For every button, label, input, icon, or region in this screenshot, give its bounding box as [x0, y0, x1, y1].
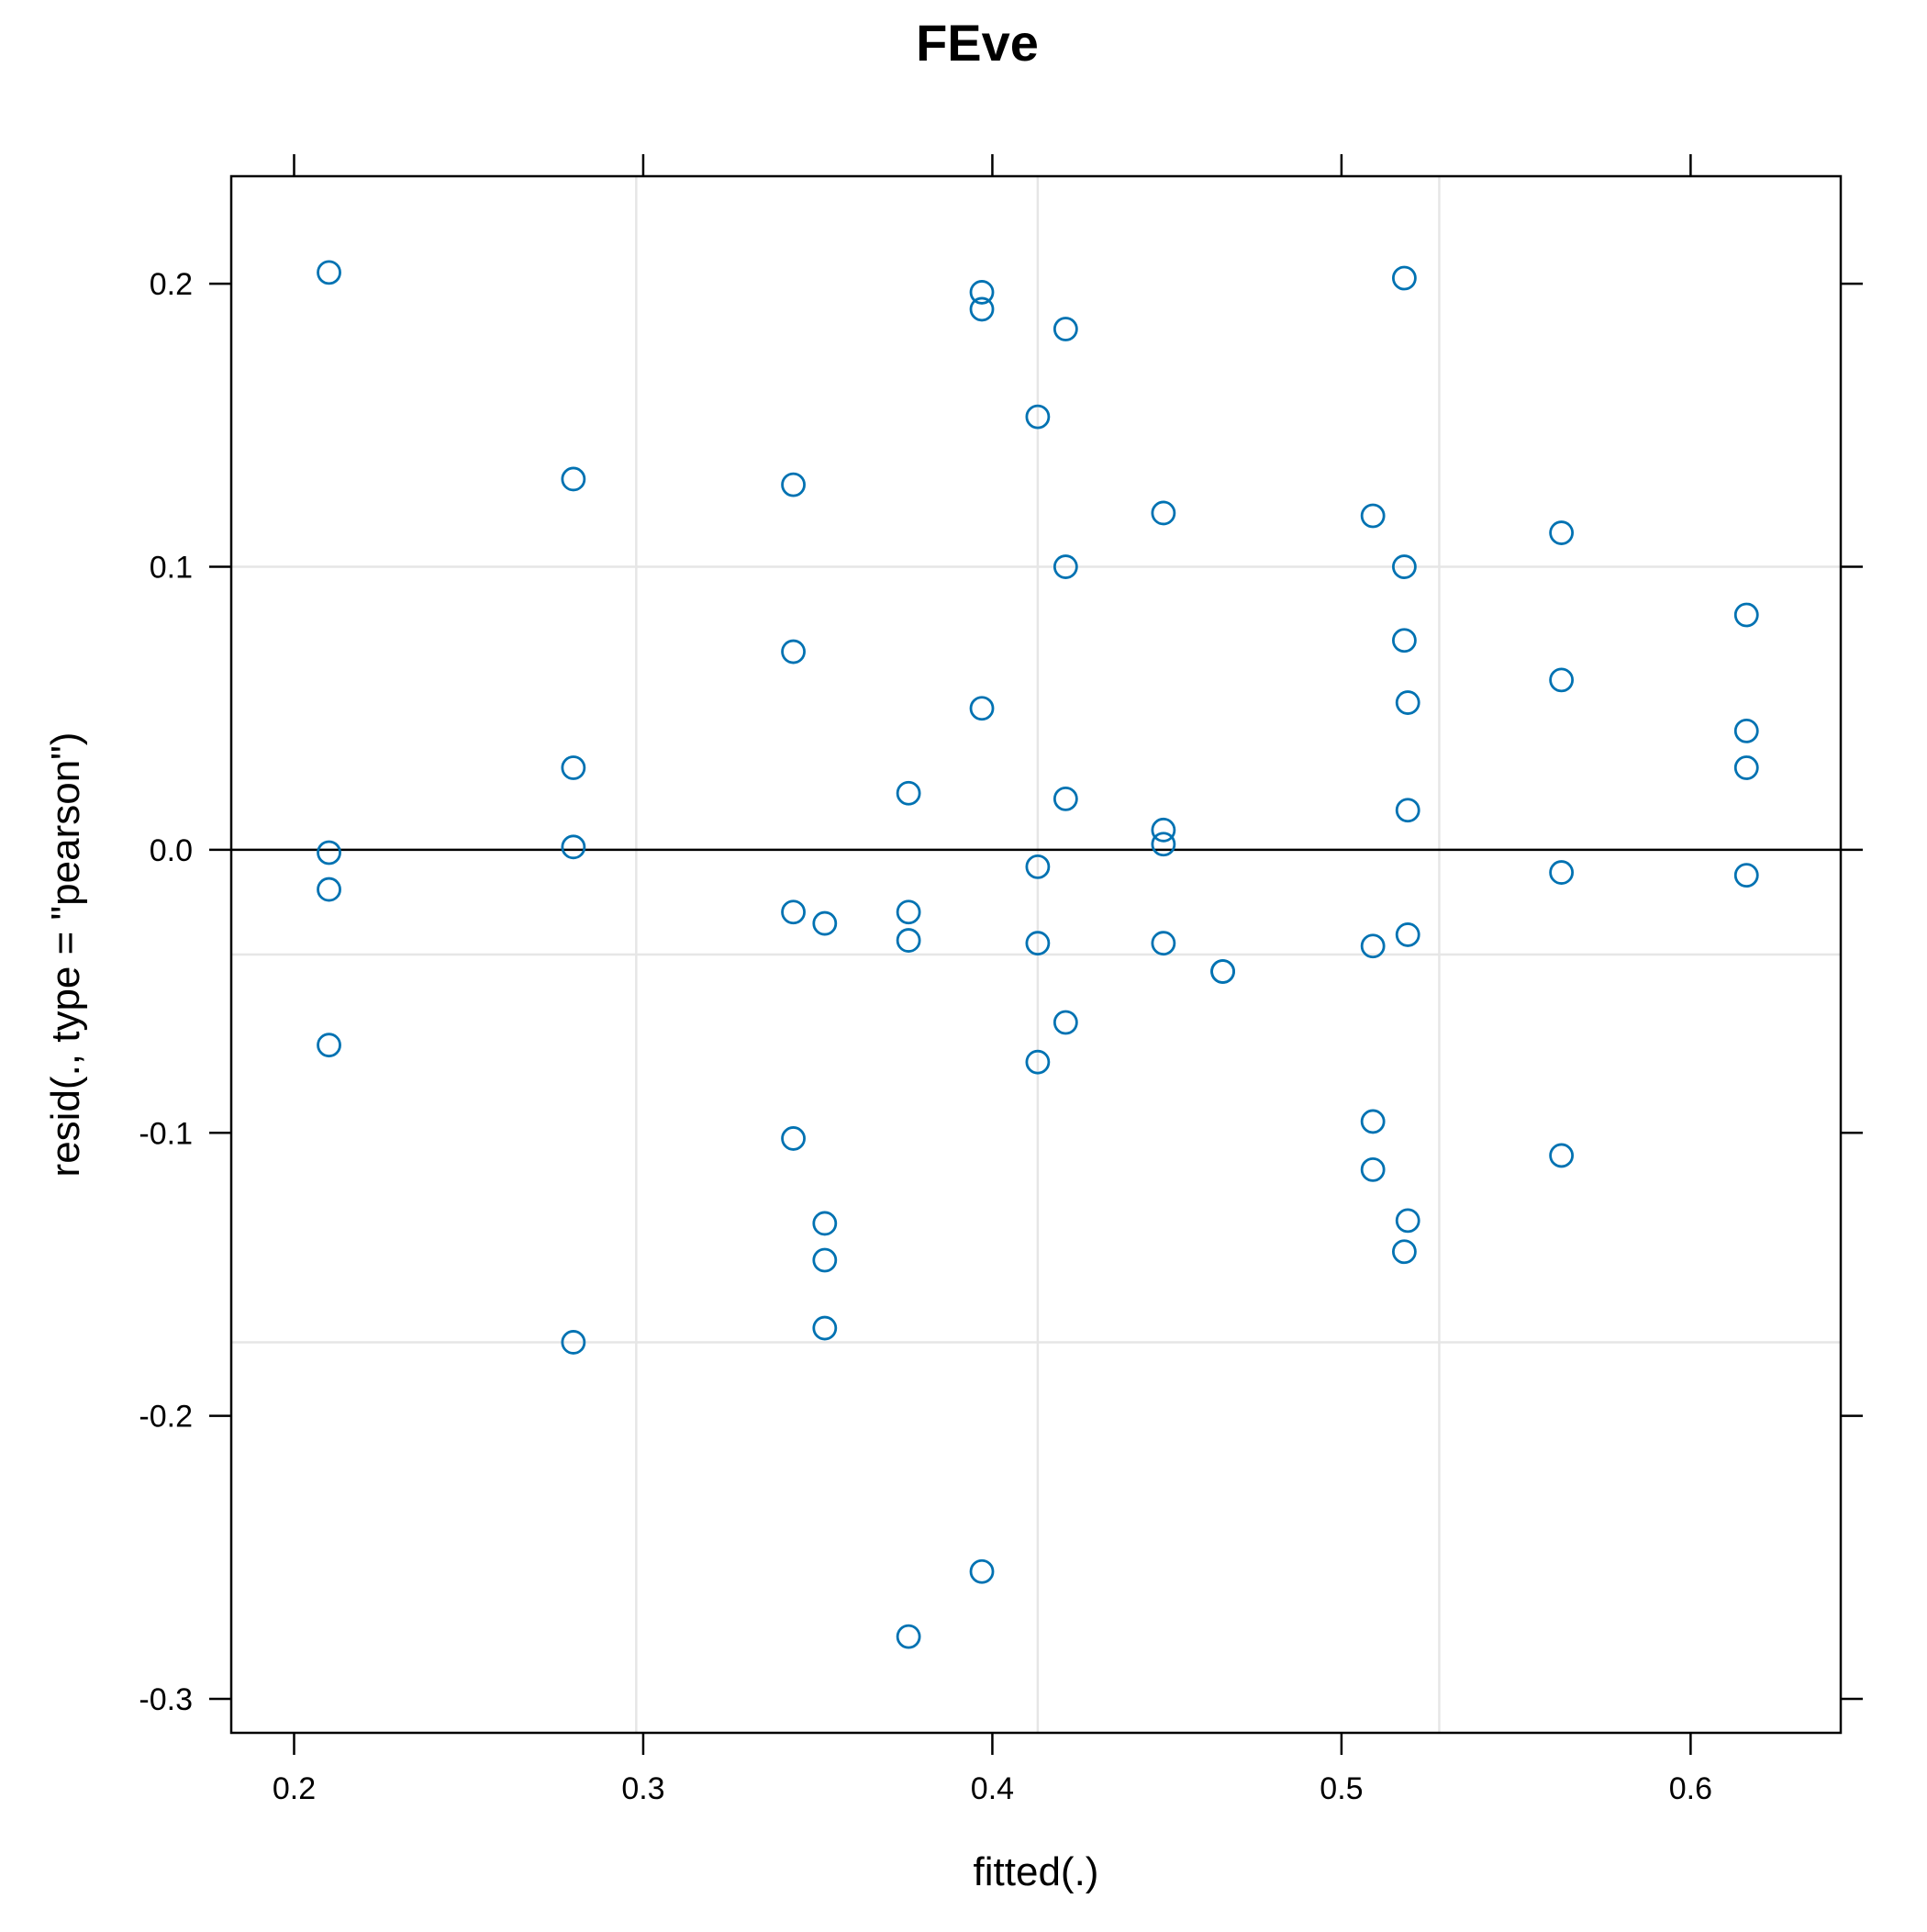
data-point [1395, 690, 1420, 715]
data-point [1392, 554, 1417, 579]
data-point [969, 296, 995, 322]
data-point [969, 1558, 995, 1584]
data-point [1360, 933, 1386, 959]
data-point [1151, 817, 1176, 843]
data-point [896, 1624, 921, 1649]
data-point [1392, 265, 1417, 291]
data-point [1549, 1143, 1575, 1168]
y-tick-label: 0.1 [150, 551, 193, 586]
data-point [1151, 931, 1176, 956]
data-point [1053, 317, 1078, 341]
data-point [317, 1033, 341, 1058]
y-axis-label: resid(., type = "pearson") [43, 732, 88, 1178]
data-point [317, 260, 341, 285]
data-point [1395, 798, 1420, 823]
chart-title: FEve [916, 14, 1039, 72]
x-tick-label: 0.4 [971, 1771, 1014, 1806]
data-points [317, 260, 1759, 1649]
data-point [1025, 931, 1051, 956]
data-point [781, 1126, 806, 1151]
data-point [1025, 854, 1051, 879]
y-tick-label: -0.2 [139, 1400, 193, 1435]
data-point [969, 696, 995, 721]
data-point [1151, 832, 1176, 857]
x-tick-label: 0.2 [273, 1771, 316, 1806]
axes: 0.2 0.3 0.4 0.5 0.6 -0.3 -0.2 -0.1 0.0 0.1 0.2 [139, 154, 1863, 1806]
data-point [781, 639, 806, 664]
data-point [561, 834, 586, 860]
data-point [317, 877, 341, 902]
data-point [1360, 1109, 1386, 1134]
data-point [1210, 959, 1235, 984]
y-tick-label: -0.3 [139, 1682, 193, 1717]
x-axis-label: fitted(.) [974, 1849, 1099, 1894]
data-point [1549, 860, 1575, 885]
data-point [1549, 667, 1575, 693]
data-point [1395, 922, 1420, 947]
data-point [812, 910, 838, 936]
data-point [1733, 602, 1759, 628]
data-point [1733, 863, 1759, 888]
data-point [1549, 520, 1575, 545]
x-tick-label: 0.5 [1320, 1771, 1363, 1806]
data-point [1053, 787, 1078, 811]
x-tick-label: 0.3 [621, 1771, 664, 1806]
y-tick-label: -0.1 [139, 1116, 193, 1151]
data-point [317, 840, 341, 865]
x-tick-label: 0.6 [1669, 1771, 1712, 1806]
data-point [1025, 404, 1051, 430]
data-point [812, 1247, 838, 1273]
data-point [561, 755, 586, 780]
data-point [781, 472, 806, 497]
y-tick-label: 0.0 [150, 833, 193, 868]
data-point [896, 780, 921, 806]
data-point [812, 1211, 838, 1236]
data-point [561, 1330, 586, 1355]
data-point [1053, 1010, 1078, 1035]
data-point [1733, 755, 1759, 780]
data-point [1395, 1208, 1420, 1234]
data-point [1360, 503, 1386, 529]
data-point [781, 899, 806, 925]
panel-border [229, 174, 1843, 1735]
data-point [812, 1315, 838, 1341]
data-point [1053, 554, 1078, 579]
y-tick-label: 0.2 [150, 267, 193, 302]
data-point [561, 466, 586, 492]
data-point [1151, 500, 1176, 526]
data-point [1025, 1049, 1051, 1075]
data-point [896, 899, 921, 925]
data-point [1360, 1156, 1386, 1182]
data-point [1392, 628, 1417, 653]
data-point [1733, 718, 1759, 743]
data-point [969, 280, 995, 305]
data-point [896, 928, 921, 953]
data-point [1392, 1239, 1417, 1265]
